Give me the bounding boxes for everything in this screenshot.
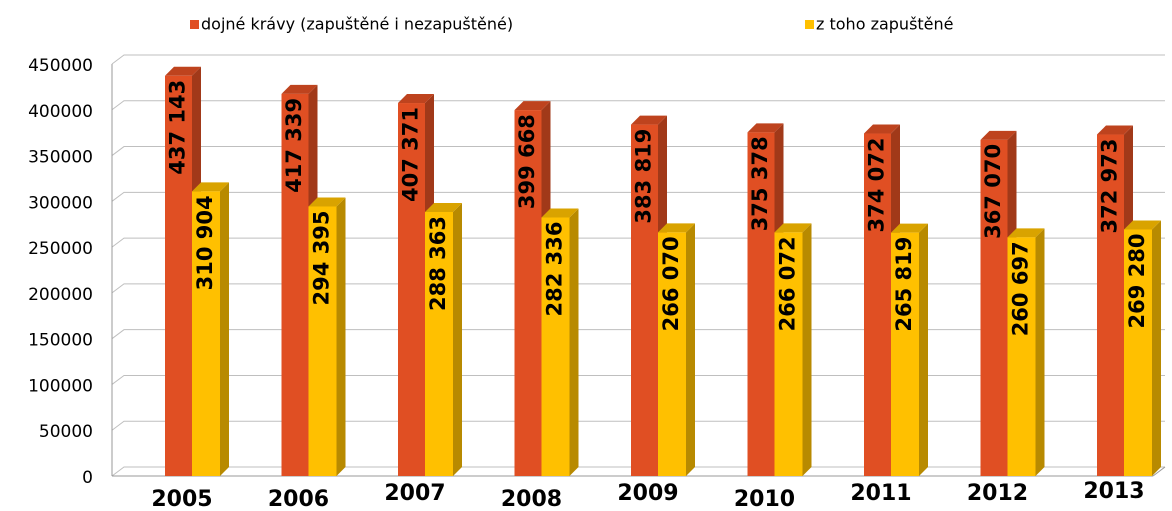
value-label: 260 697 bbox=[1009, 241, 1033, 336]
value-label: 265 819 bbox=[892, 237, 916, 332]
value-label: 266 070 bbox=[659, 236, 683, 331]
bar-side bbox=[569, 208, 579, 476]
bar-top bbox=[980, 130, 1017, 140]
value-label: 266 072 bbox=[776, 236, 800, 331]
bar-top bbox=[281, 84, 318, 94]
value-label: 383 819 bbox=[632, 129, 656, 224]
y-tick-label: 300000 bbox=[28, 193, 93, 213]
y-tick-label: 250000 bbox=[28, 239, 93, 259]
value-label: 417 339 bbox=[282, 98, 306, 193]
bar bbox=[514, 110, 542, 477]
legend-swatch bbox=[805, 20, 814, 29]
bar bbox=[631, 124, 658, 477]
bar bbox=[541, 217, 570, 476]
bar-side bbox=[686, 223, 695, 476]
bar bbox=[398, 103, 425, 476]
grid-line bbox=[111, 329, 1165, 340]
bar bbox=[1124, 229, 1152, 476]
bar bbox=[165, 75, 192, 476]
bar-top bbox=[658, 223, 695, 233]
y-tick-label: 100000 bbox=[28, 376, 93, 396]
floor-edge bbox=[1152, 466, 1166, 477]
y-tick-label: 350000 bbox=[28, 148, 93, 168]
value-label: 367 070 bbox=[981, 144, 1005, 239]
value-label: 269 280 bbox=[1125, 233, 1149, 328]
value-label: 310 904 bbox=[193, 195, 217, 290]
grid-line bbox=[111, 283, 1165, 294]
bar-top bbox=[864, 124, 900, 134]
bar-top bbox=[747, 123, 784, 133]
bar-top bbox=[165, 66, 201, 76]
bar-top bbox=[192, 182, 229, 192]
bar bbox=[308, 206, 337, 476]
grid-line bbox=[111, 237, 1165, 248]
y-tick-label: 400000 bbox=[28, 102, 93, 122]
bar-top bbox=[631, 115, 667, 125]
value-label: 437 143 bbox=[166, 80, 190, 175]
bar bbox=[864, 133, 891, 476]
value-label: 374 072 bbox=[865, 138, 889, 233]
bar bbox=[774, 232, 803, 476]
bar-top bbox=[308, 197, 346, 207]
grid-line bbox=[111, 374, 1165, 385]
legend-swatch bbox=[190, 20, 199, 29]
y-tick-label: 200000 bbox=[28, 285, 93, 305]
legend-label: z toho zapuštěné bbox=[816, 15, 954, 34]
bar-top bbox=[1124, 220, 1161, 230]
bar bbox=[1097, 134, 1124, 476]
x-tick-label: 2012 bbox=[967, 481, 1028, 506]
bar-top bbox=[774, 223, 812, 233]
y-tick-label: 0 bbox=[82, 468, 93, 488]
bar bbox=[891, 232, 919, 476]
x-tick-label: 2011 bbox=[850, 481, 911, 506]
x-tick-label: 2007 bbox=[384, 481, 445, 506]
bar bbox=[1007, 237, 1036, 476]
value-label: 372 973 bbox=[1098, 139, 1122, 234]
value-label: 399 668 bbox=[515, 114, 539, 209]
x-tick-label: 2009 bbox=[617, 481, 678, 506]
bar bbox=[281, 93, 309, 477]
x-tick-label: 2013 bbox=[1083, 479, 1144, 504]
bar-side bbox=[802, 223, 812, 476]
bar-top bbox=[891, 223, 928, 233]
grid-line bbox=[111, 420, 1165, 431]
bar-side bbox=[1035, 228, 1045, 476]
legend-label: dojné krávy (zapuštěné i nezapuštěné) bbox=[201, 15, 513, 34]
y-tick-label: 450000 bbox=[28, 56, 93, 76]
value-label: 288 363 bbox=[426, 216, 450, 311]
value-label: 375 378 bbox=[748, 136, 772, 231]
bar-top bbox=[398, 94, 434, 104]
value-label: 407 371 bbox=[399, 107, 423, 202]
bar-top bbox=[1097, 125, 1133, 135]
bar-top bbox=[1007, 228, 1045, 238]
bar-side bbox=[220, 182, 229, 477]
bar bbox=[425, 211, 453, 476]
bar bbox=[980, 139, 1008, 477]
y-tick-label: 150000 bbox=[28, 331, 93, 351]
x-tick-label: 2005 bbox=[151, 487, 212, 511]
bar-side bbox=[453, 202, 462, 476]
grid-line bbox=[111, 100, 1165, 111]
bar bbox=[192, 191, 220, 477]
grid-line bbox=[111, 466, 1165, 477]
grid-line bbox=[111, 191, 1165, 202]
bar-top bbox=[514, 101, 551, 111]
bar-side bbox=[336, 197, 346, 476]
y-tick-label: 50000 bbox=[39, 422, 93, 442]
bar-side bbox=[1152, 220, 1161, 476]
bar bbox=[658, 232, 686, 476]
bar-side bbox=[919, 223, 928, 476]
bar-top bbox=[425, 202, 462, 212]
x-tick-label: 2008 bbox=[501, 487, 562, 511]
value-label: 294 395 bbox=[310, 210, 334, 305]
bar-top bbox=[541, 208, 579, 218]
x-tick-label: 2006 bbox=[268, 487, 329, 511]
grid-line bbox=[111, 146, 1165, 156]
grid-line bbox=[111, 54, 1165, 65]
bar bbox=[747, 132, 775, 476]
value-label: 282 336 bbox=[543, 222, 567, 317]
x-tick-label: 2010 bbox=[734, 487, 795, 511]
